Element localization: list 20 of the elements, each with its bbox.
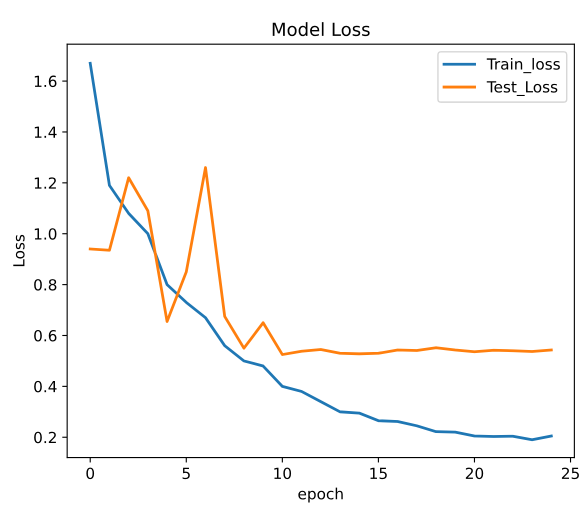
x-tick-label: 10 xyxy=(274,468,292,480)
y-tick-label: 1.4 xyxy=(34,126,57,138)
legend-label: Train_loss xyxy=(486,58,560,74)
y-tick-label: 0.4 xyxy=(34,380,57,392)
x-tick-label: 5 xyxy=(182,468,190,480)
x-tick-label: 20 xyxy=(466,468,484,480)
y-axis-title: Loss xyxy=(13,234,25,266)
y-tick-label: 1.6 xyxy=(34,76,56,88)
x-tick-label: 15 xyxy=(370,468,387,480)
y-tick-label: 1.2 xyxy=(34,177,56,189)
y-tick-label: 0.2 xyxy=(34,432,56,444)
legend-label: Test_Loss xyxy=(486,81,558,96)
y-tick-label: 0.6 xyxy=(34,330,56,342)
x-tick-label: 0 xyxy=(86,468,94,480)
y-tick-label: 0.8 xyxy=(34,279,56,291)
x-tick-label: 25 xyxy=(562,468,579,480)
x-axis-title: epoch xyxy=(298,488,343,502)
y-tick-label: 1.0 xyxy=(34,228,56,240)
line-series xyxy=(88,166,553,356)
chart-title: Model Loss xyxy=(272,22,370,36)
